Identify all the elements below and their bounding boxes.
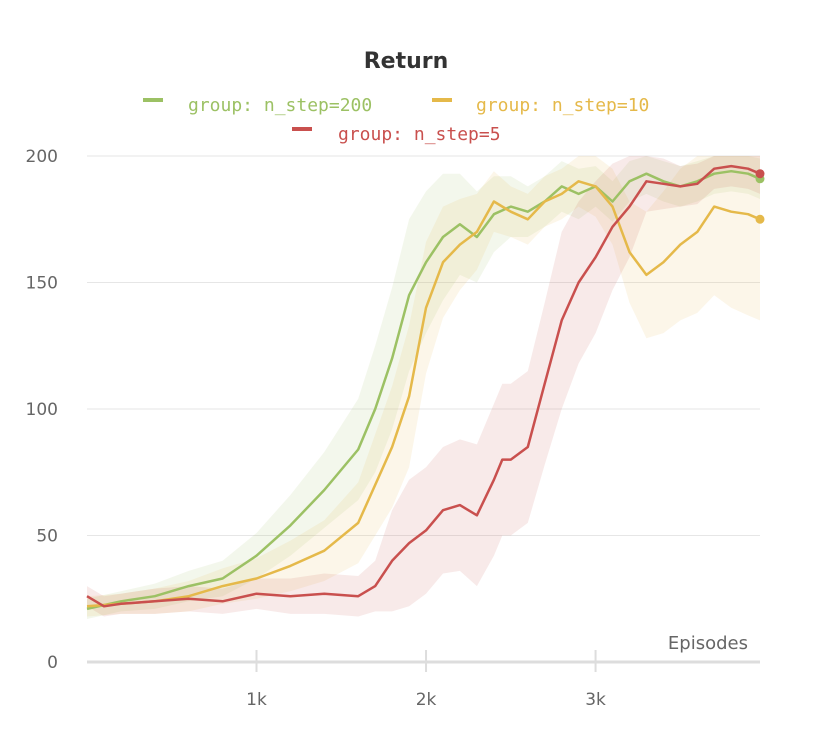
legend-entry-n-step-10[interactable]: group: n_step=10	[432, 95, 649, 116]
series-band	[87, 156, 760, 617]
series-end-point	[755, 214, 765, 224]
series-lines	[86, 164, 765, 611]
confidence-bands	[87, 156, 760, 619]
legend-label: group: n_step=10	[476, 95, 649, 116]
gridlines	[87, 155, 760, 536]
legend-swatch	[292, 127, 312, 131]
x-axis: 1k 2k 3k	[87, 650, 760, 710]
legend-entry-n-step-200[interactable]: group: n_step=200	[143, 95, 372, 116]
y-tick-label: 50	[36, 527, 58, 547]
series-line	[86, 180, 761, 608]
y-tick-label: 200	[26, 147, 58, 167]
series-end-point	[755, 169, 765, 179]
series-line	[86, 164, 761, 608]
legend: group: n_step=200 group: n_step=10 group…	[143, 95, 649, 145]
x-tick-label: 1k	[246, 690, 267, 710]
y-tick-label: 100	[26, 400, 58, 420]
x-tick-label: 3k	[585, 690, 606, 710]
x-tick-label: 2k	[416, 690, 437, 710]
y-tick-label: 150	[26, 274, 58, 294]
series-band	[87, 156, 760, 617]
legend-label: group: n_step=5	[338, 124, 501, 145]
legend-swatch	[432, 98, 452, 102]
chart-title: Return	[364, 49, 449, 74]
legend-swatch	[143, 98, 163, 102]
x-axis-label: Episodes	[668, 633, 748, 654]
series-band	[87, 156, 760, 619]
y-axis: 0 50 100 150 200	[26, 147, 58, 673]
legend-label: group: n_step=200	[188, 95, 372, 116]
legend-entry-n-step-5[interactable]: group: n_step=5	[292, 124, 501, 145]
y-tick-label: 0	[47, 653, 58, 673]
